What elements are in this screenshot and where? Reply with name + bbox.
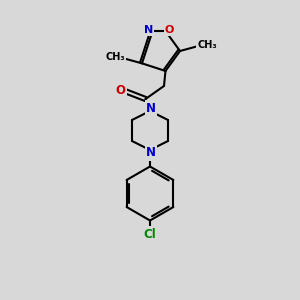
Text: O: O: [116, 84, 126, 98]
Text: N: N: [146, 101, 156, 115]
Text: Cl: Cl: [144, 227, 156, 241]
Text: CH₃: CH₃: [197, 40, 217, 50]
Text: N: N: [144, 25, 153, 34]
Text: O: O: [165, 25, 174, 34]
Text: CH₃: CH₃: [105, 52, 125, 62]
Text: N: N: [146, 146, 156, 160]
